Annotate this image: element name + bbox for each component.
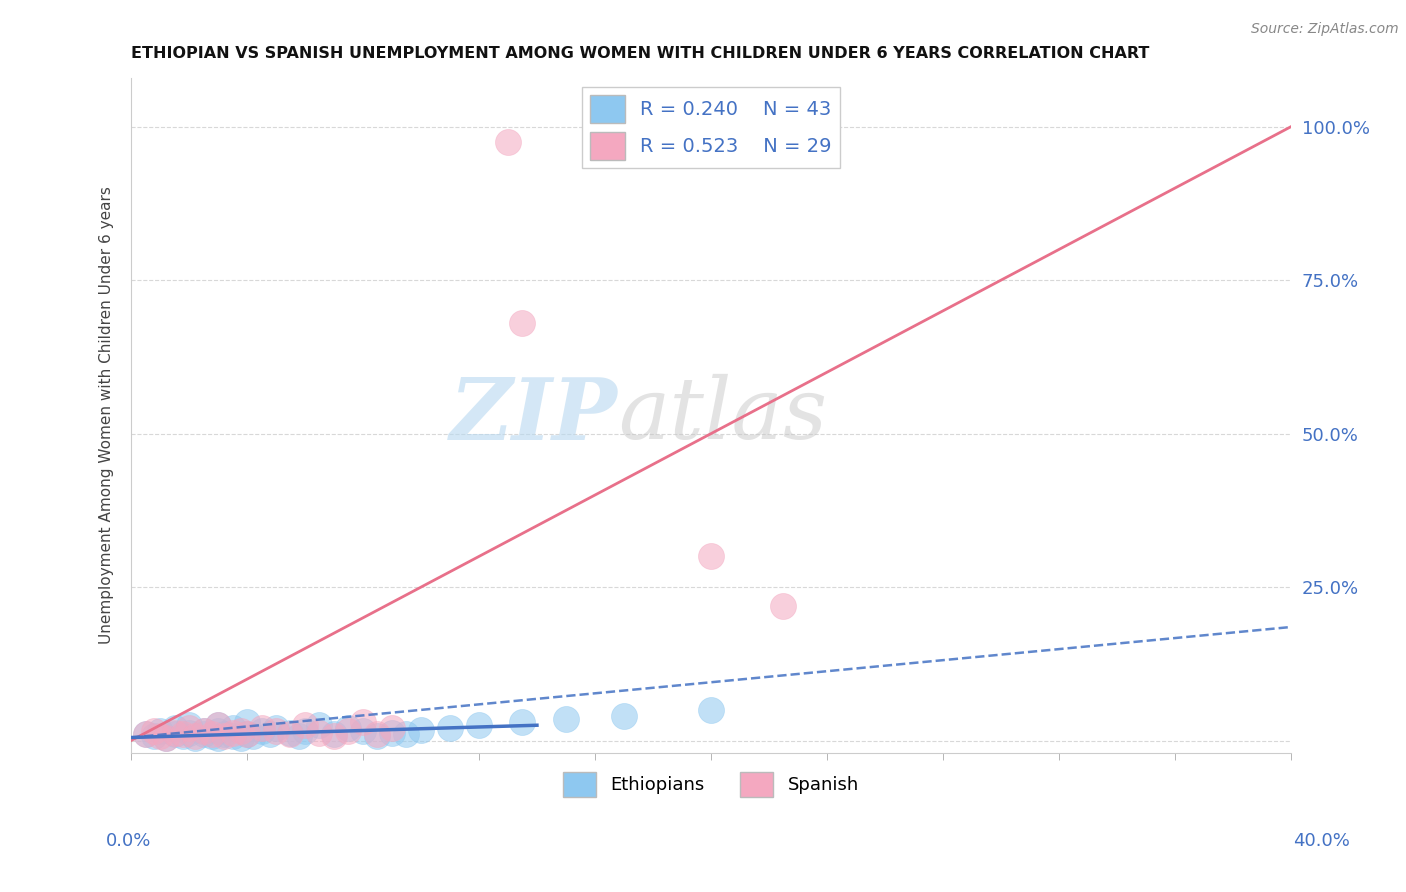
Point bbox=[250, 724, 273, 739]
Point bbox=[294, 724, 316, 739]
Point bbox=[280, 726, 302, 740]
Point bbox=[395, 727, 418, 741]
Point bbox=[163, 726, 186, 740]
Point bbox=[700, 549, 723, 564]
Point bbox=[177, 721, 200, 735]
Point bbox=[221, 721, 243, 735]
Point bbox=[236, 715, 259, 730]
Point bbox=[555, 712, 578, 726]
Point bbox=[221, 729, 243, 743]
Point bbox=[409, 723, 432, 737]
Point bbox=[294, 718, 316, 732]
Point bbox=[242, 729, 264, 743]
Point bbox=[231, 724, 253, 739]
Point bbox=[439, 721, 461, 735]
Text: Source: ZipAtlas.com: Source: ZipAtlas.com bbox=[1251, 22, 1399, 37]
Point bbox=[231, 731, 253, 745]
Point bbox=[207, 731, 229, 745]
Point bbox=[772, 599, 794, 613]
Point bbox=[512, 715, 534, 730]
Point bbox=[135, 727, 157, 741]
Point bbox=[193, 727, 215, 741]
Point bbox=[207, 718, 229, 732]
Point bbox=[184, 729, 207, 743]
Point bbox=[613, 709, 636, 723]
Point bbox=[308, 718, 330, 732]
Point bbox=[352, 724, 374, 739]
Point bbox=[172, 729, 194, 743]
Point bbox=[250, 721, 273, 735]
Point bbox=[177, 726, 200, 740]
Y-axis label: Unemployment Among Women with Children Under 6 years: Unemployment Among Women with Children U… bbox=[100, 186, 114, 644]
Text: ETHIOPIAN VS SPANISH UNEMPLOYMENT AMONG WOMEN WITH CHILDREN UNDER 6 YEARS CORREL: ETHIOPIAN VS SPANISH UNEMPLOYMENT AMONG … bbox=[131, 46, 1149, 62]
Point bbox=[184, 731, 207, 745]
Point bbox=[381, 721, 404, 735]
Text: ZIP: ZIP bbox=[450, 374, 619, 457]
Point bbox=[700, 703, 723, 717]
Text: 0.0%: 0.0% bbox=[105, 831, 150, 849]
Point bbox=[323, 729, 346, 743]
Point bbox=[337, 721, 360, 735]
Text: 40.0%: 40.0% bbox=[1294, 831, 1350, 849]
Point bbox=[381, 726, 404, 740]
Point bbox=[177, 718, 200, 732]
Point bbox=[264, 724, 287, 739]
Point bbox=[193, 724, 215, 739]
Point bbox=[366, 729, 388, 743]
Point bbox=[212, 727, 235, 741]
Point bbox=[221, 726, 243, 740]
Point bbox=[352, 715, 374, 730]
Point bbox=[280, 727, 302, 741]
Point bbox=[193, 724, 215, 739]
Point bbox=[207, 724, 229, 739]
Point bbox=[155, 731, 177, 745]
Point bbox=[155, 731, 177, 745]
Point bbox=[259, 727, 281, 741]
Point bbox=[149, 724, 172, 739]
Point bbox=[212, 729, 235, 743]
Point bbox=[143, 729, 166, 743]
Point bbox=[366, 727, 388, 741]
Point bbox=[308, 726, 330, 740]
Legend: Ethiopians, Spanish: Ethiopians, Spanish bbox=[555, 764, 866, 805]
Point bbox=[172, 727, 194, 741]
Point bbox=[207, 718, 229, 732]
Point bbox=[135, 727, 157, 741]
Point bbox=[468, 718, 491, 732]
Point bbox=[236, 727, 259, 741]
Point bbox=[201, 727, 224, 741]
Point bbox=[264, 721, 287, 735]
Text: atlas: atlas bbox=[619, 374, 827, 457]
Point bbox=[236, 727, 259, 741]
Point bbox=[201, 729, 224, 743]
Point bbox=[512, 316, 534, 330]
Point bbox=[323, 727, 346, 741]
Point bbox=[149, 729, 172, 743]
Point bbox=[163, 721, 186, 735]
Point bbox=[288, 729, 311, 743]
Point bbox=[143, 724, 166, 739]
Point bbox=[163, 727, 186, 741]
Point bbox=[496, 135, 519, 149]
Point bbox=[337, 724, 360, 739]
